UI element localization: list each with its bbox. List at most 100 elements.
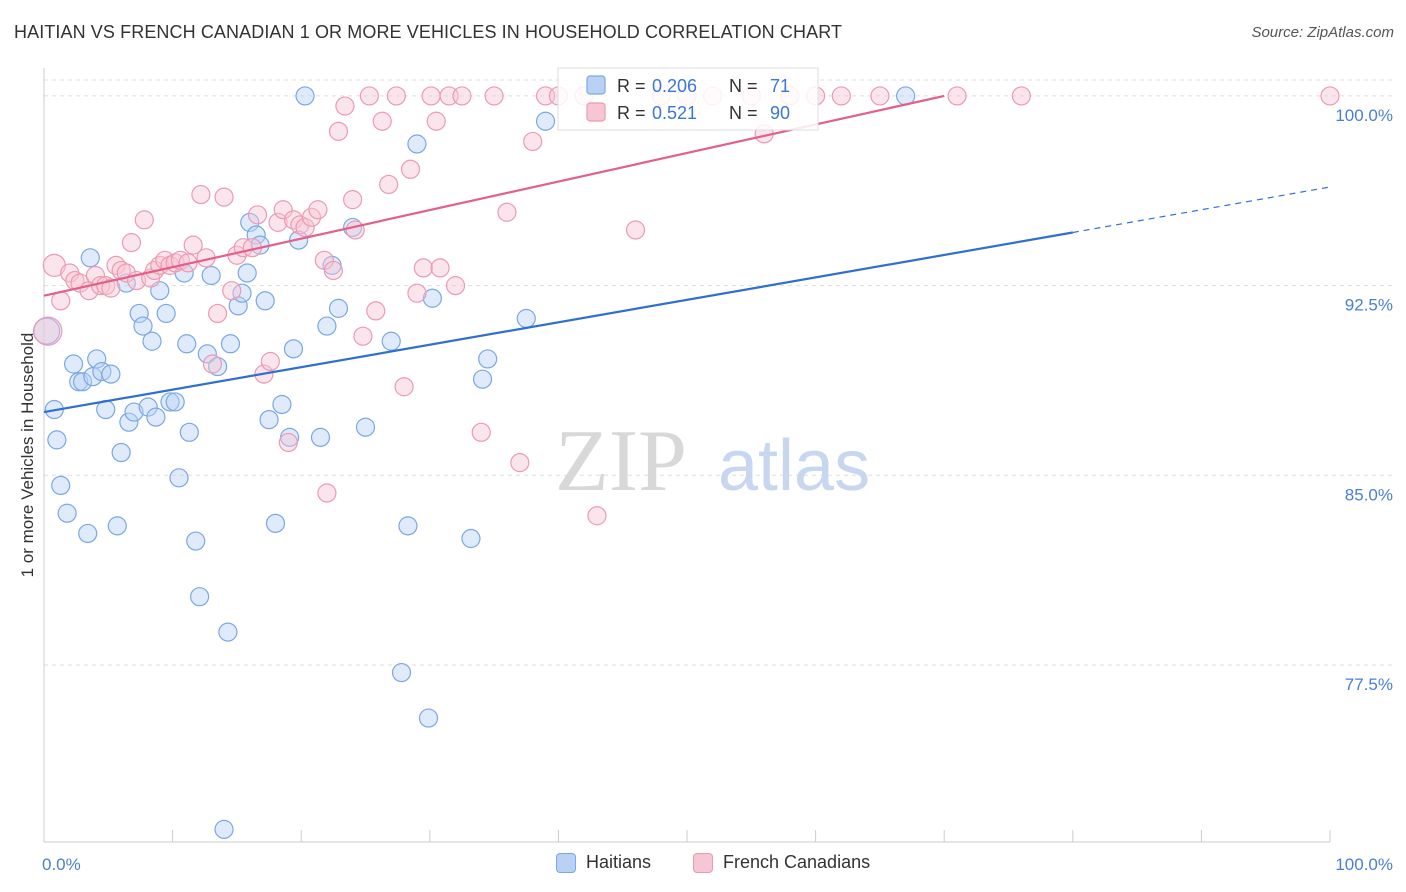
point-haitians [57, 503, 77, 523]
stats-r-value-haitians: 0.206 [652, 76, 697, 96]
point-haitians [124, 402, 144, 422]
stats-swatch-french-canadians [586, 102, 606, 122]
series-legend: Haitians French Canadians [0, 852, 1406, 878]
point-haitians [295, 86, 315, 106]
point-haitians [472, 369, 493, 389]
stats-n-value-french-canadians: 90 [770, 103, 790, 123]
point-haitians [237, 263, 257, 283]
point-french-canadians [308, 200, 328, 220]
point-haitians [51, 475, 71, 496]
point-french-canadians [353, 326, 373, 346]
legend-label-haitians: Haitians [586, 852, 652, 872]
legend-item-haitians[interactable]: Haitians [556, 852, 651, 873]
y-tick-label: 100.0% [1335, 106, 1393, 125]
point-haitians [119, 412, 139, 432]
point-french-canadians [121, 233, 142, 253]
point-french-canadians [208, 303, 228, 324]
point-french-canadians [625, 220, 646, 240]
stats-r-value-french-canadians: 0.521 [652, 103, 697, 123]
point-french-canadians [359, 86, 379, 106]
watermark-atlas: atlas [718, 426, 870, 506]
point-haitians [165, 392, 185, 412]
legend-item-french-canadians[interactable]: French Canadians [693, 852, 870, 873]
point-french-canadians [366, 301, 386, 321]
tick-labels: 100.0% 92.5% 85.0% 77.5% 0.0% 100.0% [42, 106, 1393, 874]
point-haitians [310, 427, 331, 447]
watermark-zip: ZIP [555, 413, 687, 510]
point-haitians [265, 513, 286, 533]
point-haitians [381, 331, 401, 351]
point-haitians [328, 298, 349, 318]
point-french-canadians [317, 483, 337, 503]
point-haitians [111, 442, 131, 463]
point-haitians [177, 334, 197, 354]
point-haitians [208, 356, 228, 377]
point-french-canadians [523, 131, 543, 152]
point-haitians [101, 364, 121, 384]
point-haitians [535, 111, 556, 131]
point-french-canadians [202, 354, 223, 374]
trend-line-haitians [43, 231, 1073, 414]
point-french-canadians [33, 316, 63, 346]
x-tick-label: 0.0% [42, 855, 81, 874]
point-haitians [80, 248, 100, 268]
point-haitians [391, 662, 412, 683]
legend-label-french-canadians: French Canadians [723, 852, 871, 872]
grid-lines [44, 79, 1394, 666]
point-french-canadians [301, 207, 322, 227]
point-haitians [156, 303, 176, 324]
axes [43, 68, 1331, 843]
point-french-canadians [191, 184, 211, 205]
point-french-canadians [1320, 86, 1340, 106]
point-french-canadians [386, 86, 406, 106]
point-haitians [142, 331, 162, 351]
x-tick-label: 100.0% [1335, 855, 1393, 874]
point-french-canadians [870, 86, 890, 106]
point-french-canadians [328, 121, 349, 141]
point-haitians [190, 587, 210, 607]
point-french-canadians [510, 453, 530, 473]
point-french-canadians [268, 212, 288, 232]
point-french-canadians [421, 86, 441, 106]
point-french-canadians [497, 202, 517, 222]
point-haitians [240, 212, 260, 232]
trend-lines [43, 94, 1331, 414]
point-french-canadians [372, 111, 392, 131]
point-french-canadians [323, 260, 343, 281]
point-french-canadians [260, 351, 280, 372]
stats-n-value-haitians: 71 [770, 76, 790, 96]
y-tick-label: 92.5% [1345, 296, 1393, 315]
point-haitians [283, 339, 304, 359]
stats-r-label-french-canadians: R = [617, 103, 646, 123]
point-french-canadians [426, 111, 446, 131]
point-haitians [220, 334, 241, 354]
point-haitians [407, 134, 427, 154]
point-french-canadians [394, 377, 414, 397]
point-haitians [272, 394, 292, 415]
point-french-canadians [587, 506, 607, 526]
stats-n-label-french-canadians: N = [729, 103, 758, 123]
legend-swatch-french-canadians [693, 852, 713, 873]
stats-legend: R = 0.206 N = 71 R = 0.521 N = 90 [557, 67, 819, 131]
point-french-canadians [379, 174, 399, 195]
legend-swatch-haitians [556, 852, 576, 873]
point-haitians [398, 516, 418, 536]
point-haitians [160, 392, 180, 412]
y-tick-label: 85.0% [1345, 485, 1393, 504]
point-haitians [478, 349, 498, 369]
point-haitians [133, 316, 153, 336]
point-haitians [418, 708, 439, 728]
point-haitians [138, 397, 158, 417]
point-french-canadians [247, 205, 268, 225]
point-haitians [516, 308, 536, 329]
point-haitians [246, 225, 266, 245]
point-haitians [461, 528, 481, 549]
chart-title: HAITIAN VS FRENCH CANADIAN 1 OR MORE VEH… [14, 22, 843, 42]
point-haitians [63, 354, 84, 374]
point-haitians [169, 468, 189, 488]
point-haitians [72, 372, 93, 392]
point-haitians [255, 291, 275, 311]
point-haitians [259, 410, 279, 430]
point-french-canadians [273, 200, 293, 220]
